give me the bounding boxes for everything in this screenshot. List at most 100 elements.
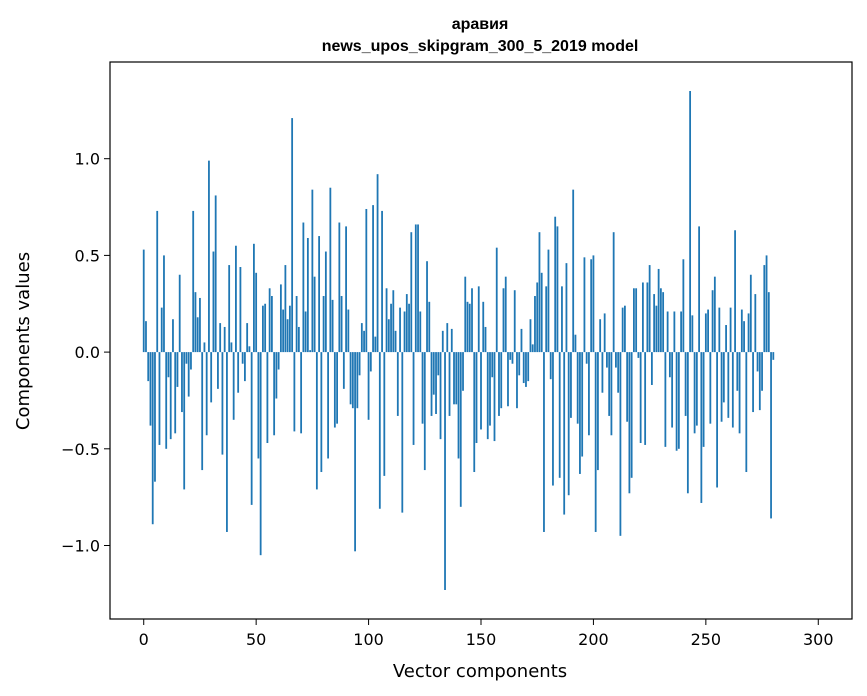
bar xyxy=(734,230,736,353)
bar xyxy=(484,326,487,353)
bar xyxy=(156,210,159,353)
chart-subtitle: news_upos_skipgram_300_5_2019 model xyxy=(322,38,639,55)
bar xyxy=(579,352,581,474)
bar xyxy=(565,263,568,353)
bar xyxy=(561,286,563,353)
bar xyxy=(698,226,701,353)
bar xyxy=(619,352,622,536)
bar xyxy=(677,352,680,449)
bar xyxy=(574,334,577,353)
bar xyxy=(432,352,435,395)
bar xyxy=(208,160,210,353)
bar xyxy=(277,352,280,370)
bar xyxy=(428,301,431,353)
bar xyxy=(691,315,694,353)
bar xyxy=(491,352,494,378)
bar xyxy=(212,251,215,353)
bar xyxy=(351,352,354,409)
bar xyxy=(624,305,626,353)
x-tick-label: 100 xyxy=(353,630,384,649)
bar xyxy=(363,330,365,353)
bar xyxy=(356,352,359,409)
bar xyxy=(655,305,658,353)
x-tick-label: 0 xyxy=(139,630,149,649)
bar xyxy=(554,216,557,353)
bar xyxy=(462,352,464,391)
bar xyxy=(284,265,287,353)
bar xyxy=(702,352,705,447)
bar xyxy=(693,352,696,434)
bar xyxy=(617,352,620,393)
bar xyxy=(194,292,197,353)
bar xyxy=(214,195,217,353)
bar xyxy=(516,352,518,409)
bar xyxy=(221,352,224,455)
bar xyxy=(612,232,615,353)
bar xyxy=(376,174,379,353)
bar xyxy=(695,352,698,426)
bar xyxy=(142,249,145,353)
bar xyxy=(387,319,390,353)
bar xyxy=(538,232,541,353)
bar xyxy=(306,237,309,353)
bar xyxy=(342,352,345,389)
bar xyxy=(448,352,451,416)
bar xyxy=(399,307,401,353)
bar xyxy=(257,352,260,459)
bar xyxy=(408,303,410,353)
bar xyxy=(183,352,186,490)
bar xyxy=(300,352,303,434)
bar xyxy=(378,352,381,509)
bar xyxy=(423,352,426,471)
bar xyxy=(668,352,671,378)
x-tick-label: 50 xyxy=(246,630,266,649)
x-tick-label: 150 xyxy=(466,630,497,649)
bar xyxy=(610,352,613,436)
bar xyxy=(680,311,683,353)
bar xyxy=(594,352,597,532)
bar xyxy=(477,286,480,353)
bar xyxy=(758,352,761,411)
bar xyxy=(255,272,258,353)
bar xyxy=(527,352,530,382)
bar xyxy=(725,325,727,353)
bar xyxy=(599,319,602,353)
y-tick-label: 1.0 xyxy=(75,150,100,169)
bar xyxy=(147,352,150,382)
bar xyxy=(682,259,685,353)
bar xyxy=(468,303,471,353)
bar xyxy=(520,328,523,353)
bar xyxy=(493,352,496,442)
bar xyxy=(372,205,374,353)
bar xyxy=(639,352,642,444)
bar xyxy=(270,296,273,353)
bar xyxy=(729,307,732,353)
bar xyxy=(495,247,498,353)
bar xyxy=(761,352,763,391)
bar xyxy=(716,352,718,488)
x-tick-label: 300 xyxy=(803,630,834,649)
bar xyxy=(421,352,424,424)
bar xyxy=(426,261,428,353)
bar xyxy=(653,294,656,353)
bar xyxy=(583,257,586,353)
bar xyxy=(659,288,662,353)
bar xyxy=(318,236,321,353)
bar xyxy=(471,288,473,353)
bar xyxy=(340,296,343,353)
bar xyxy=(547,249,550,353)
bar xyxy=(414,224,417,353)
bar xyxy=(246,323,249,353)
bar xyxy=(331,299,334,353)
bar xyxy=(172,319,174,353)
bar xyxy=(441,330,444,353)
bar xyxy=(772,352,775,360)
bar xyxy=(621,307,624,353)
bar xyxy=(237,352,240,393)
bar xyxy=(217,352,219,389)
bar xyxy=(226,352,228,532)
bar xyxy=(199,297,201,353)
bar xyxy=(394,330,397,353)
bar xyxy=(740,309,743,353)
bar xyxy=(473,352,476,473)
